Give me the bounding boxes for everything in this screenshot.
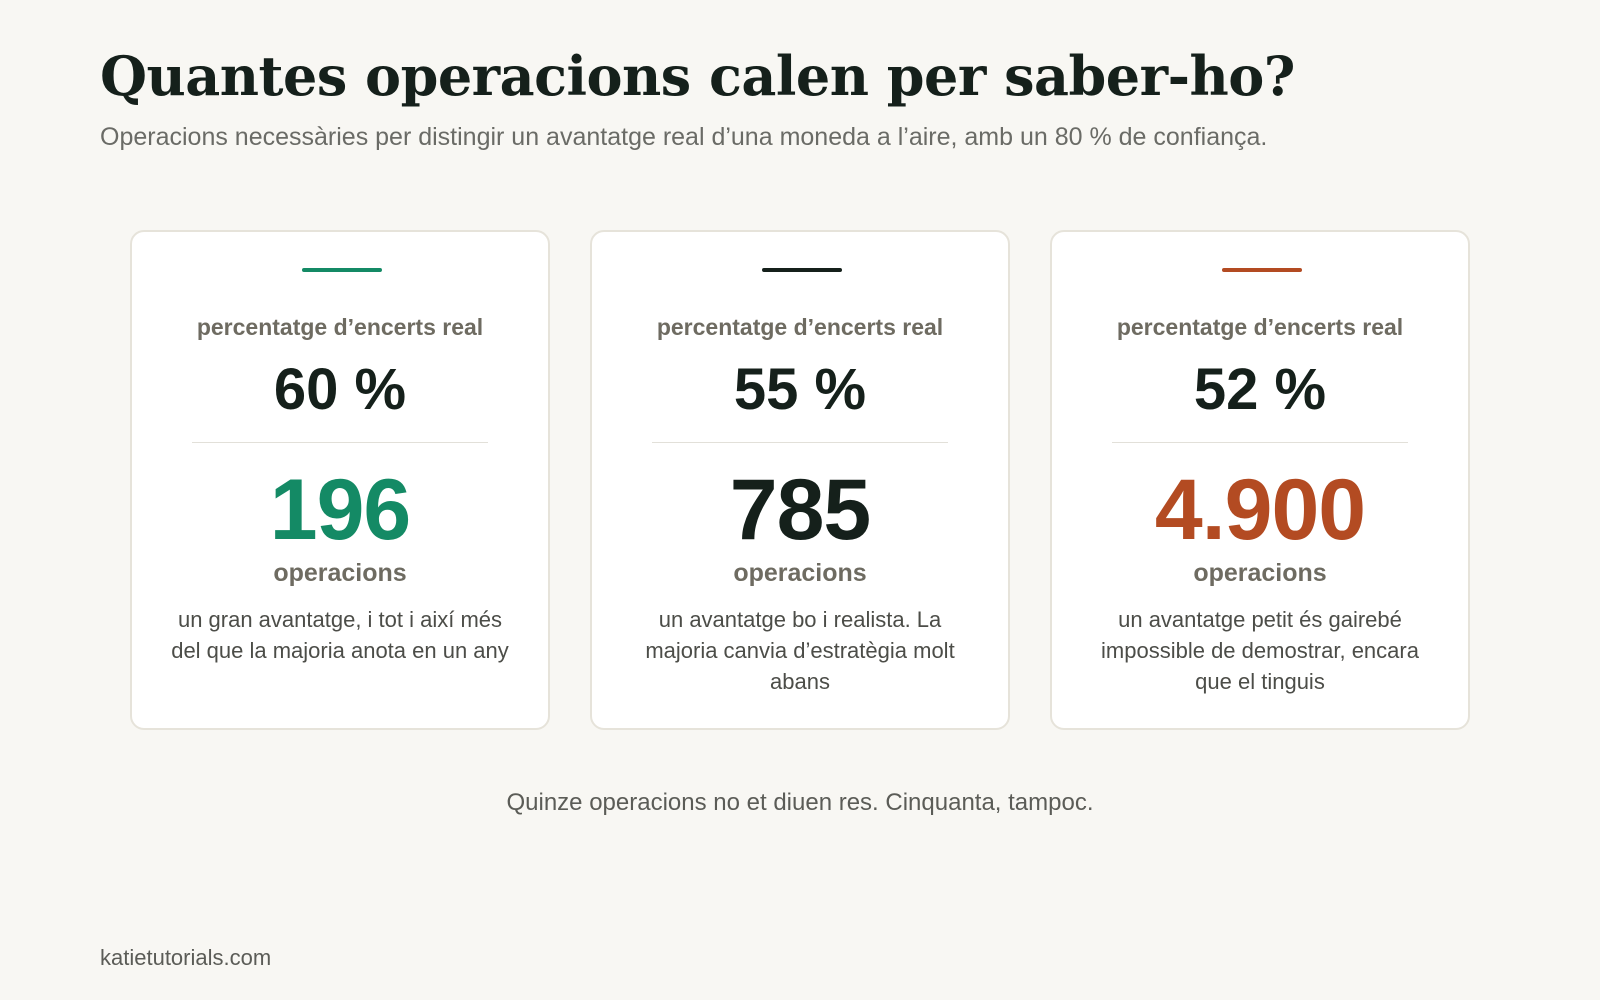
operations-unit: operacions (273, 559, 407, 587)
card-60-percent: percentatge d’encerts real 60 % 196 oper… (130, 230, 550, 730)
card-label: percentatge d’encerts real (196, 314, 484, 340)
operations-count: 4.900 (1154, 462, 1366, 558)
card-description: un avantatge bo i realista. La majoria c… (645, 607, 955, 694)
win-rate-value: 52 % (1193, 357, 1327, 422)
card-label: percentatge d’encerts real (656, 314, 944, 340)
divider (192, 442, 488, 443)
card-label: percentatge d’encerts real (1116, 314, 1404, 340)
divider (652, 442, 948, 443)
divider (1112, 442, 1408, 443)
card-description: un avantatge petit és gairebé impossible… (1101, 607, 1419, 694)
accent-bar (762, 268, 842, 272)
card-52-percent: percentatge d’encerts real 52 % 4.900 op… (1050, 230, 1470, 730)
win-rate-value: 60 % (273, 357, 407, 422)
operations-unit: operacions (1193, 559, 1327, 587)
card-description: un gran avantatge, i tot i així més del … (171, 607, 509, 663)
operations-unit: operacions (733, 559, 867, 587)
page-subtitle: Operacions necessàries per distingir un … (100, 123, 1268, 151)
card-55-percent: percentatge d’encerts real 55 % 785 oper… (590, 230, 1010, 730)
win-rate-value: 55 % (733, 357, 867, 422)
operations-count: 785 (729, 462, 872, 558)
site-footer: katietutorials.com (100, 945, 272, 970)
footnote: Quinze operacions no et diuen res. Cinqu… (506, 789, 1094, 816)
page-title: Quantes operacions calen per saber-ho? (100, 44, 1295, 108)
accent-bar (1222, 268, 1302, 272)
operations-count: 196 (269, 462, 412, 558)
accent-bar (302, 268, 382, 272)
